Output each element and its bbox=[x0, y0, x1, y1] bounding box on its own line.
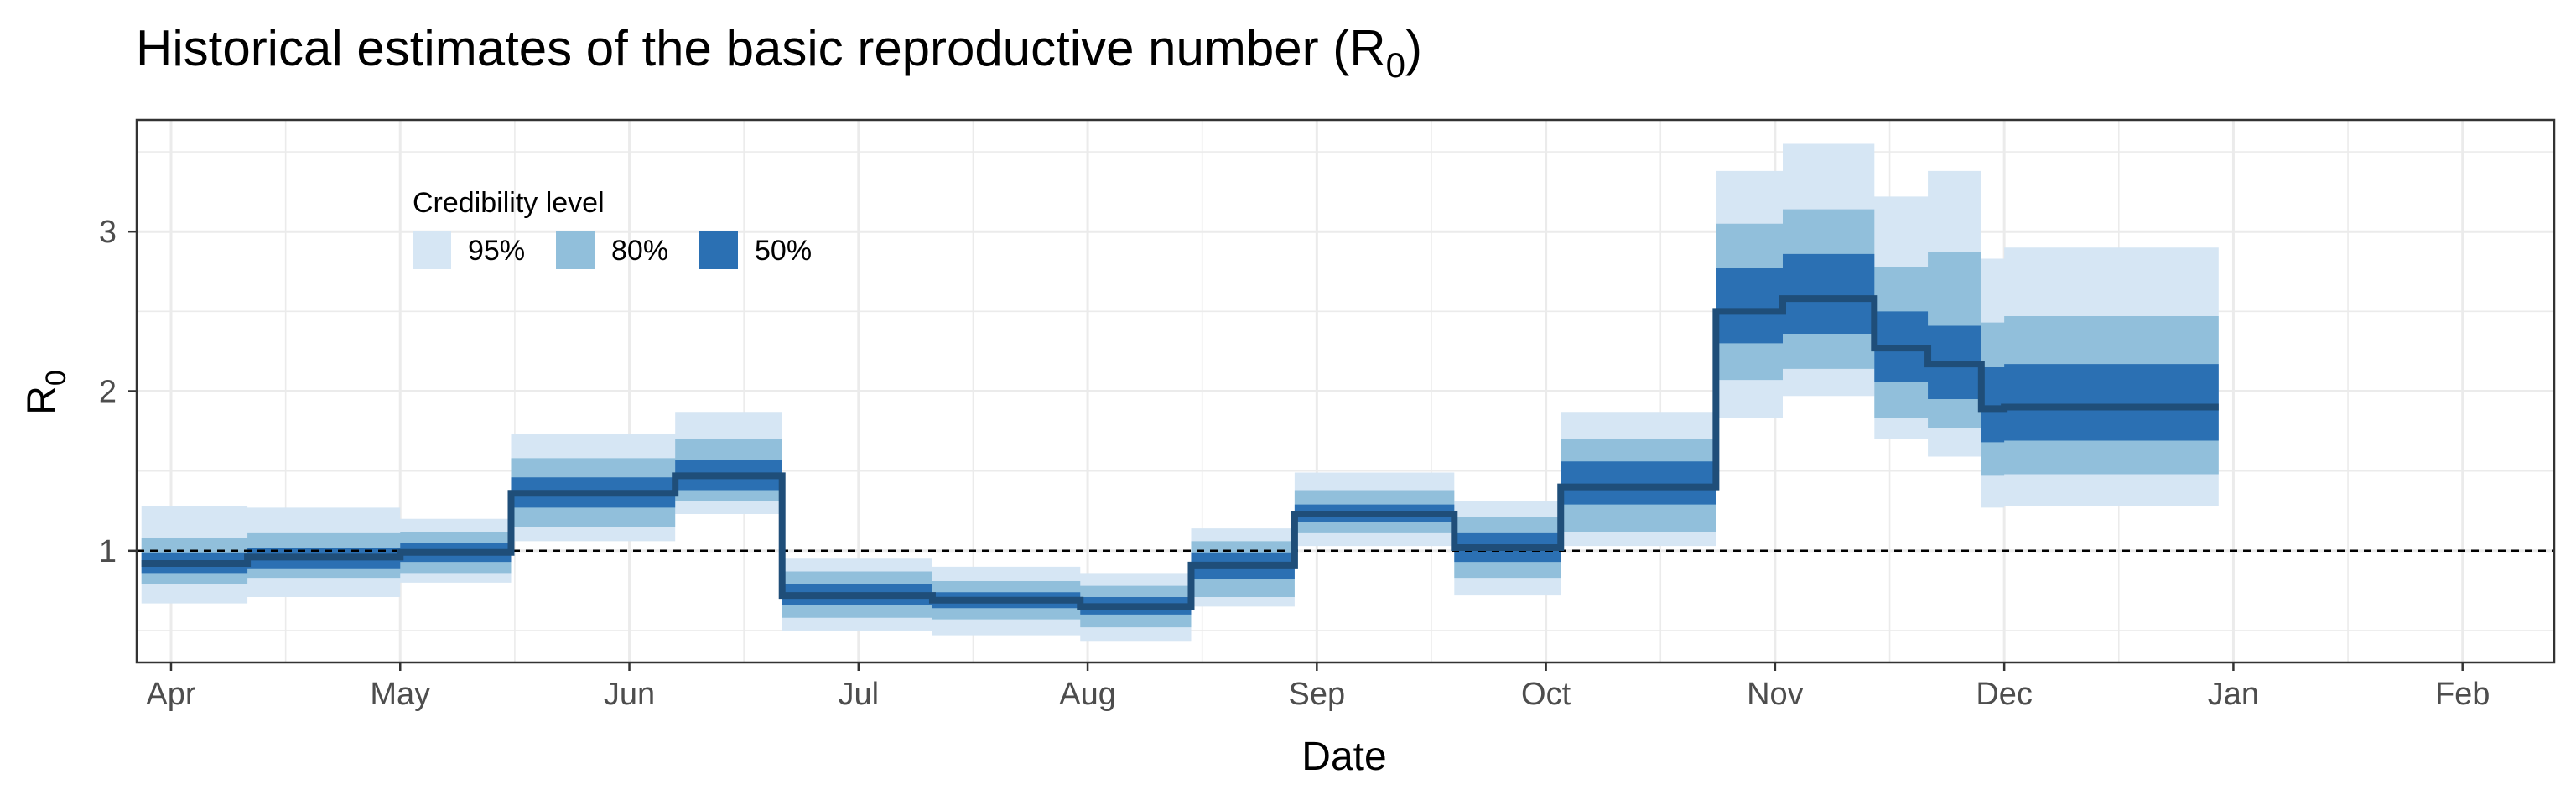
legend-swatch-80 bbox=[556, 231, 595, 269]
median-line bbox=[141, 295, 2219, 610]
x-tick-label: Sep bbox=[1289, 677, 1346, 712]
credible-bands bbox=[141, 143, 2219, 642]
y-tick-label: 1 bbox=[99, 534, 117, 569]
y-tick-label: 3 bbox=[99, 215, 117, 250]
chart-title-text: Historical estimates of the basic reprod… bbox=[136, 20, 1386, 76]
legend-label-80: 80% bbox=[611, 235, 668, 267]
x-tick-label: Aug bbox=[1059, 677, 1116, 712]
x-tick-label: Jun bbox=[604, 677, 655, 712]
y-tick-label: 2 bbox=[99, 375, 117, 410]
y-axis-title-subscript: 0 bbox=[40, 370, 72, 386]
x-tick-label: May bbox=[370, 677, 430, 712]
x-tick-label: Apr bbox=[146, 677, 195, 712]
chart-title-end: ) bbox=[1405, 20, 1422, 76]
x-tick-label: Jul bbox=[839, 677, 880, 712]
y-axis-title-text: R bbox=[20, 386, 65, 415]
x-tick-label: Dec bbox=[1976, 677, 2033, 712]
legend-label-50: 50% bbox=[755, 235, 812, 267]
legend-swatch-50 bbox=[699, 231, 738, 269]
band-80 bbox=[141, 209, 2219, 628]
chart-title-subscript: 0 bbox=[1386, 45, 1405, 85]
x-tick-label: Feb bbox=[2435, 677, 2490, 712]
x-tick-label: Oct bbox=[1521, 677, 1571, 712]
legend-swatch-95 bbox=[413, 231, 451, 269]
x-tick-label: Jan bbox=[2208, 677, 2259, 712]
legend: Credibility level 95% 80% 50% bbox=[413, 187, 812, 269]
legend-label-95: 95% bbox=[468, 235, 525, 267]
legend-title: Credibility level bbox=[413, 187, 605, 219]
y-axis: 1 2 3 bbox=[99, 215, 137, 569]
chart-title: Historical estimates of the basic reprod… bbox=[136, 20, 1422, 85]
x-axis-title: Date bbox=[1301, 735, 1386, 779]
y-axis-title: R0 bbox=[20, 370, 72, 415]
x-tick-label: Nov bbox=[1747, 677, 1804, 712]
x-axis: Apr May Jun Jul Aug Sep Oct Nov Dec Jan Feb bbox=[146, 662, 2490, 712]
